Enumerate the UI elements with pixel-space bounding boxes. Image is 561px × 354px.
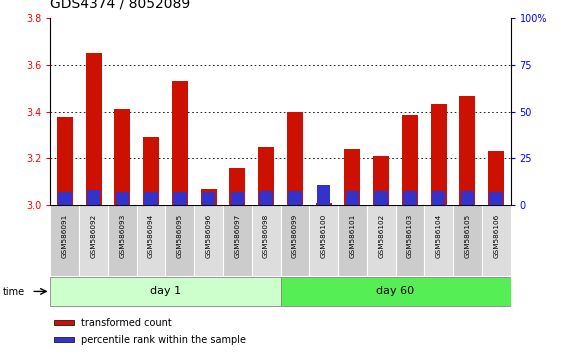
Bar <box>461 191 474 205</box>
Bar <box>488 152 504 205</box>
FancyBboxPatch shape <box>280 277 511 306</box>
Bar <box>432 191 445 205</box>
Text: GSM586104: GSM586104 <box>436 214 442 258</box>
Bar <box>316 203 332 205</box>
Bar <box>172 81 188 205</box>
Bar <box>396 205 424 276</box>
Bar <box>424 205 453 276</box>
Bar <box>108 205 137 276</box>
Bar <box>259 191 273 205</box>
Bar <box>114 109 130 205</box>
Text: GSM586102: GSM586102 <box>378 214 384 258</box>
Bar <box>201 189 217 205</box>
Bar <box>58 193 72 205</box>
Text: percentile rank within the sample: percentile rank within the sample <box>81 335 246 345</box>
Bar <box>144 193 158 205</box>
Text: GSM586096: GSM586096 <box>206 214 211 258</box>
Bar <box>367 205 396 276</box>
Bar <box>374 191 388 205</box>
Bar <box>431 104 447 205</box>
Text: GSM586092: GSM586092 <box>91 214 96 258</box>
Text: GSM586094: GSM586094 <box>148 214 154 258</box>
Bar <box>165 205 194 276</box>
Bar <box>489 193 503 205</box>
Text: time: time <box>3 287 25 297</box>
Bar <box>346 191 359 205</box>
Bar <box>482 205 511 276</box>
Bar <box>402 115 418 205</box>
Bar <box>202 193 215 205</box>
Bar <box>453 205 482 276</box>
Text: GSM586100: GSM586100 <box>321 214 327 258</box>
Bar <box>79 205 108 276</box>
Bar <box>143 137 159 205</box>
Bar <box>231 193 244 205</box>
Bar <box>137 205 165 276</box>
Text: day 60: day 60 <box>376 286 415 296</box>
Bar <box>258 147 274 205</box>
Text: transformed count: transformed count <box>81 318 172 328</box>
Bar <box>57 118 73 205</box>
Bar <box>54 337 74 343</box>
Text: GSM586105: GSM586105 <box>465 214 470 258</box>
Bar <box>287 112 303 205</box>
Bar <box>459 96 475 205</box>
Bar <box>280 205 309 276</box>
Bar <box>194 205 223 276</box>
Bar <box>54 320 74 325</box>
Text: GSM586106: GSM586106 <box>493 214 499 258</box>
Bar <box>288 191 302 205</box>
Bar <box>373 156 389 205</box>
Text: GSM586098: GSM586098 <box>263 214 269 258</box>
Bar <box>87 190 100 205</box>
Bar <box>309 205 338 276</box>
Text: GSM586097: GSM586097 <box>234 214 240 258</box>
Text: GSM586103: GSM586103 <box>407 214 413 258</box>
Text: GSM586093: GSM586093 <box>119 214 125 258</box>
Bar <box>252 205 280 276</box>
Bar <box>344 149 360 205</box>
Bar <box>223 205 252 276</box>
Bar <box>86 53 102 205</box>
Bar <box>116 193 129 205</box>
Text: GSM586091: GSM586091 <box>62 214 68 258</box>
Bar <box>229 168 245 205</box>
FancyBboxPatch shape <box>50 277 280 306</box>
Text: GSM586101: GSM586101 <box>350 214 355 258</box>
Text: GDS4374 / 8052089: GDS4374 / 8052089 <box>50 0 191 11</box>
Bar <box>338 205 367 276</box>
Bar <box>317 185 330 205</box>
Bar <box>403 191 417 205</box>
Text: day 1: day 1 <box>150 286 181 296</box>
Text: GSM586095: GSM586095 <box>177 214 183 258</box>
Bar <box>173 193 187 205</box>
Bar <box>50 205 79 276</box>
Text: GSM586099: GSM586099 <box>292 214 298 258</box>
